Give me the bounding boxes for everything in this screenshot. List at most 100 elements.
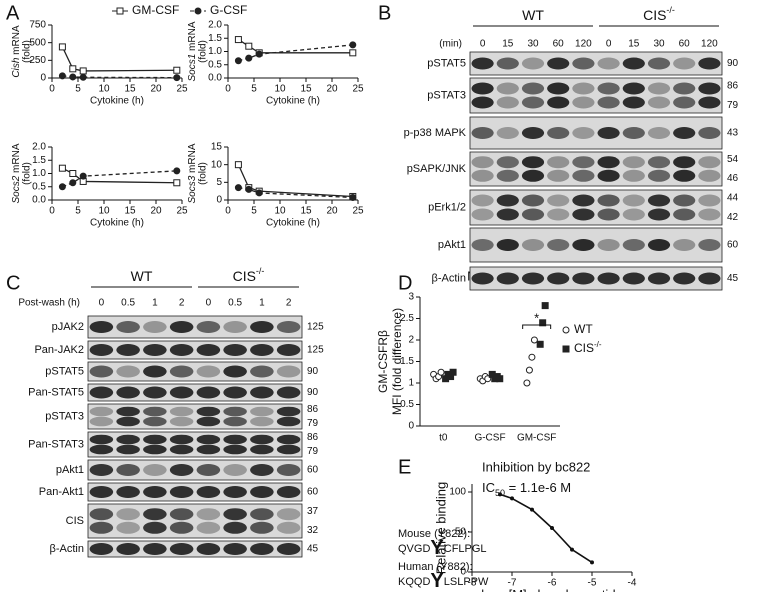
marker	[69, 73, 77, 81]
y-tick-label: 500	[29, 37, 46, 48]
blot-band	[698, 169, 721, 182]
row-label: pJAK2	[52, 321, 84, 333]
lane-label: 0	[99, 298, 105, 309]
blot-band	[223, 416, 247, 427]
row-label: pSTAT5	[427, 57, 466, 69]
lane-label: 120	[575, 39, 592, 50]
blot-band	[698, 272, 721, 285]
blot-band	[471, 272, 494, 285]
y-tick-label: 1	[408, 378, 414, 389]
legend-label: GM-CSF	[132, 3, 179, 17]
text-part: LSLPPW	[444, 576, 489, 588]
blot-band	[169, 434, 194, 445]
marker	[79, 67, 87, 75]
blot-strip	[87, 403, 303, 430]
x-tick-label: -4	[628, 578, 637, 589]
row-label: pSTAT5	[45, 365, 84, 377]
blot-strip	[87, 503, 303, 539]
y-tick-label: 15	[211, 142, 223, 153]
mw-label: 54	[727, 154, 739, 165]
blot-band	[698, 208, 721, 221]
blot-band	[521, 169, 545, 182]
blot-band	[169, 486, 194, 498]
blot-band	[647, 272, 671, 285]
blot-band	[572, 272, 595, 285]
blot-band	[647, 194, 671, 207]
blot-band	[647, 82, 671, 95]
text-part: Y	[430, 570, 444, 592]
x-tick-label: 0	[225, 206, 231, 217]
mw-label: 90	[307, 387, 319, 398]
blot-band	[597, 239, 620, 251]
marker	[528, 353, 536, 361]
blot-band	[276, 321, 301, 333]
y-tick-label: 750	[29, 20, 46, 31]
mw-label: 60	[307, 487, 319, 498]
x-tick-label: 5	[251, 206, 257, 217]
blot-strip	[87, 540, 303, 558]
y-tick-label: 2.5	[400, 313, 414, 324]
significance-bracket	[522, 324, 552, 329]
blot-band	[496, 96, 519, 109]
blot-band	[196, 464, 221, 476]
x-tick-label: -7	[508, 578, 517, 589]
marker	[496, 375, 504, 383]
y-tick-label: 250	[29, 55, 46, 66]
blot-band	[143, 344, 167, 356]
blot-band	[471, 127, 494, 139]
y-tick-label: 0.5	[208, 59, 222, 70]
y-tick-label: 1.0	[208, 46, 222, 57]
blot-band	[572, 156, 595, 169]
blot-band	[647, 127, 671, 139]
blot-band	[547, 57, 570, 70]
blot-band	[143, 508, 167, 521]
blot-band	[116, 386, 140, 399]
x-tick-label: 0	[49, 84, 55, 95]
x-tick-label: 25	[176, 84, 188, 95]
y-tick-label: 0	[460, 567, 466, 578]
y-axis-label: Cish mRNA	[11, 25, 22, 78]
lane-label: 0.5	[228, 298, 242, 309]
marker	[234, 57, 242, 65]
row-label: p-p38 MAPK	[404, 127, 467, 139]
blot-band	[496, 208, 519, 221]
y-tick-label: 0.0	[32, 195, 46, 206]
blot-band	[143, 386, 167, 399]
marker	[69, 179, 77, 187]
row-label: pAkt1	[438, 239, 466, 251]
y-tick-label: 1.0	[32, 168, 46, 179]
blot-band	[622, 57, 645, 70]
blot-band	[89, 434, 114, 445]
group-label: CIS-/-	[643, 5, 675, 22]
x-tick-label: 15	[124, 206, 136, 217]
blot-band	[89, 406, 114, 417]
mw-label: 86	[307, 404, 319, 415]
x-tick-label: 25	[176, 206, 188, 217]
x-tick-label: -5	[588, 578, 597, 589]
blot-band	[547, 127, 570, 139]
blot-band	[169, 508, 194, 521]
series-line	[62, 75, 177, 79]
blot-band	[673, 208, 696, 221]
panel-label: A	[6, 2, 20, 24]
y-tick-label: 50	[455, 527, 467, 538]
x-tick-label: 20	[326, 206, 338, 217]
x-tick-label: GM-CSF	[517, 433, 556, 444]
blot-band	[196, 521, 221, 534]
text-part: log	[481, 587, 498, 592]
blot-band	[647, 57, 671, 70]
blot-band	[196, 321, 221, 333]
blot-band	[673, 156, 696, 169]
blot-band	[471, 82, 494, 95]
row-label: CIS	[66, 515, 84, 527]
series-line	[62, 170, 177, 188]
blot-band	[143, 486, 167, 498]
x-tick-label: 15	[300, 84, 312, 95]
blot-band	[169, 521, 194, 534]
sequence: QVGDYCFLPGL	[398, 537, 487, 559]
blot-band	[143, 444, 167, 455]
blot-band	[116, 416, 140, 427]
lane-label: 0	[606, 39, 612, 50]
blot-band	[647, 169, 671, 182]
x-tick-label: G-CSF	[474, 433, 505, 444]
